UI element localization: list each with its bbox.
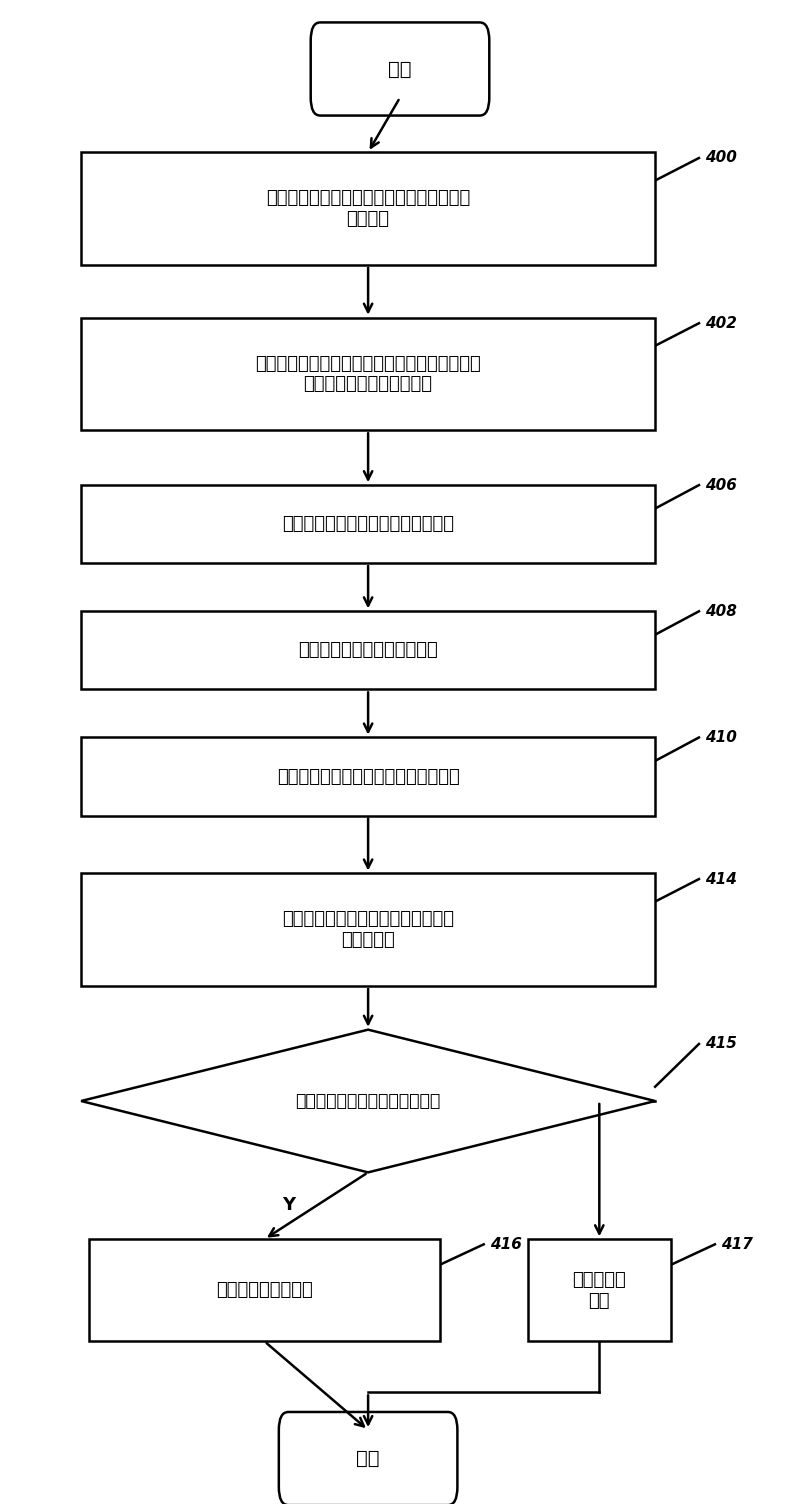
Bar <box>81 318 655 430</box>
Text: 408: 408 <box>706 604 738 619</box>
Text: 414: 414 <box>706 871 738 886</box>
Text: 根据驾驶者选定第一模式的指令，启动对应第一
模式的第一功能集内的功能: 根据驾驶者选定第一模式的指令，启动对应第一 模式的第一功能集内的功能 <box>255 355 481 393</box>
Text: 拒绝启动选定的功能: 拒绝启动选定的功能 <box>216 1281 313 1299</box>
Text: 结束: 结束 <box>356 1449 380 1467</box>
FancyBboxPatch shape <box>310 23 490 116</box>
Text: 根据比较结果，维持、关闭或启动功能: 根据比较结果，维持、关闭或启动功能 <box>277 768 459 786</box>
Text: 417: 417 <box>722 1237 753 1252</box>
FancyBboxPatch shape <box>279 1412 458 1505</box>
Text: 410: 410 <box>706 730 738 745</box>
Text: 416: 416 <box>490 1237 522 1252</box>
Text: 接收驾驶者对第二功能集之外的其他
功能的选定: 接收驾驶者对第二功能集之外的其他 功能的选定 <box>282 911 454 950</box>
Bar <box>81 152 655 265</box>
Text: 402: 402 <box>706 316 738 331</box>
Bar <box>81 611 655 689</box>
Text: 在车载电子系统的操作界面上向驾驶者呈现
多种模式: 在车载电子系统的操作界面上向驾驶者呈现 多种模式 <box>266 190 470 229</box>
Text: 接收驾驶者的切换到第二模式的指令: 接收驾驶者的切换到第二模式的指令 <box>282 515 454 533</box>
Text: Y: Y <box>282 1196 295 1215</box>
Bar <box>81 737 655 816</box>
Text: 400: 400 <box>706 150 738 166</box>
Text: 开始: 开始 <box>388 60 412 78</box>
Text: 415: 415 <box>706 1037 738 1052</box>
Bar <box>81 873 655 986</box>
Bar <box>527 1239 671 1341</box>
Polygon shape <box>81 1029 655 1172</box>
Text: 选定的功能是否与当前模式冲突: 选定的功能是否与当前模式冲突 <box>295 1093 441 1111</box>
Bar <box>81 485 655 563</box>
Text: 比较第一功能集和第二功能集: 比较第一功能集和第二功能集 <box>298 641 438 659</box>
Text: 406: 406 <box>706 477 738 492</box>
Text: 启动选定的
功能: 启动选定的 功能 <box>573 1270 626 1309</box>
Bar <box>89 1239 440 1341</box>
